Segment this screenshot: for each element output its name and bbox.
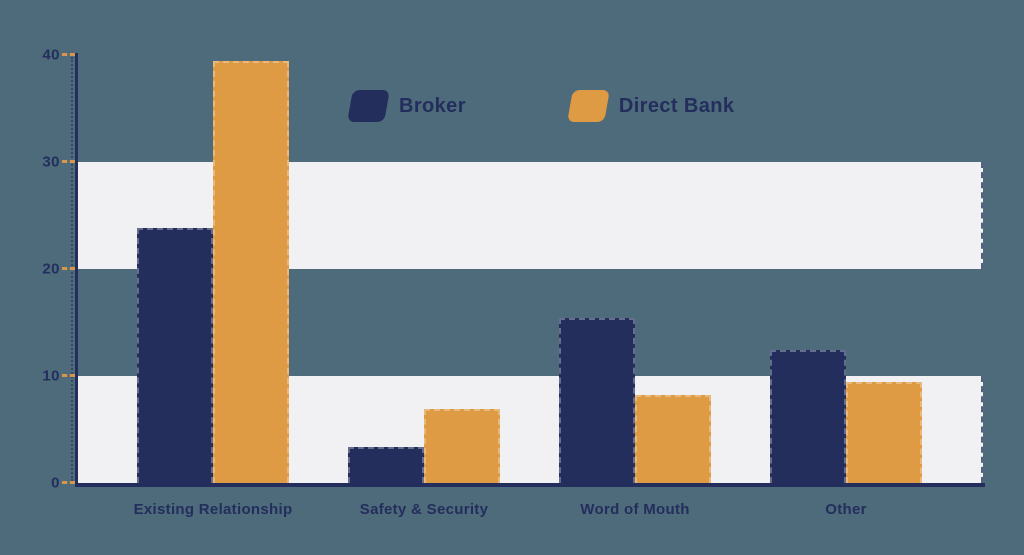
y-tick-label: 20	[42, 260, 60, 278]
y-tick-mark	[62, 481, 75, 484]
bar-broker	[559, 318, 635, 483]
y-tick-mark	[62, 160, 75, 163]
category-label: Word of Mouth	[580, 501, 690, 518]
y-tick-label: 0	[51, 474, 60, 492]
bar-broker	[770, 350, 846, 483]
y-tick-mark	[62, 53, 75, 56]
category-label: Existing Relationship	[133, 501, 293, 518]
bar-direct-bank	[846, 382, 922, 483]
legend-label-broker: Broker	[399, 94, 466, 117]
legend: Broker Direct Bank	[347, 90, 735, 122]
legend-label-direct-bank: Direct Bank	[618, 94, 735, 117]
plot-area	[71, 53, 985, 487]
y-tick-mark	[62, 267, 75, 270]
y-tick-label: 40	[42, 46, 60, 64]
bar-direct-bank	[213, 61, 289, 483]
y-tick-mark	[62, 374, 75, 377]
bar-direct-bank	[635, 395, 711, 483]
x-axis-line	[75, 483, 985, 487]
legend-item-direct-bank: Direct Bank	[567, 90, 735, 122]
category-label: Other	[825, 501, 867, 518]
category-label: Safety & Security	[359, 501, 489, 518]
y-tick-label: 30	[42, 153, 60, 171]
bar-broker	[137, 228, 213, 483]
y-axis-line	[71, 53, 78, 485]
bar-broker	[348, 446, 424, 483]
y-tick-label: 10	[42, 367, 60, 385]
legend-item-broker: Broker	[347, 90, 466, 122]
bar-direct-bank	[424, 409, 500, 483]
